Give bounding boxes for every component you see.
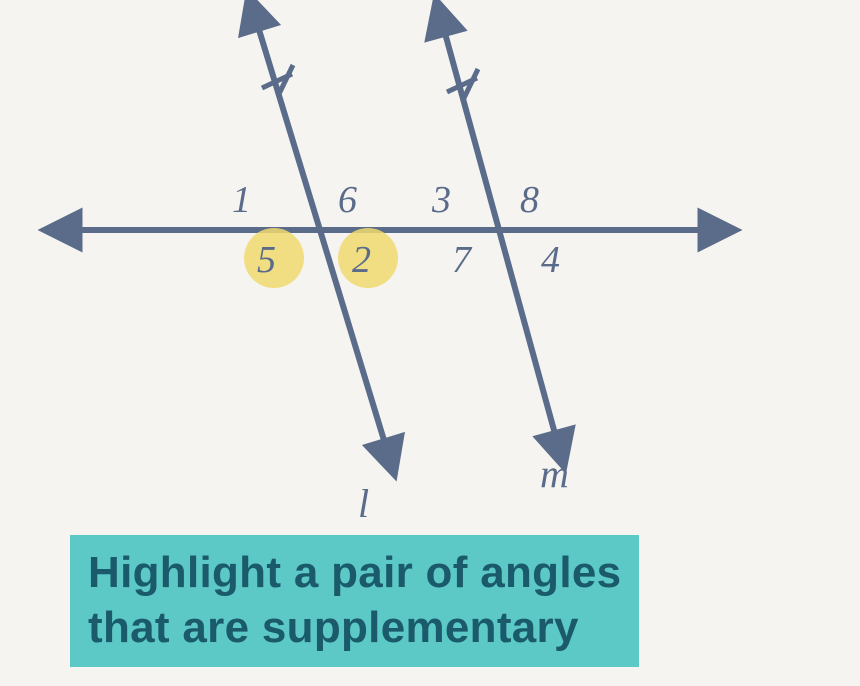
tick-m <box>447 69 478 100</box>
caption-box: Highlight a pair of angles that are supp… <box>70 535 639 667</box>
diagram-container: 1 6 3 8 5 2 7 4 l m <box>0 0 860 530</box>
angle-1: 1 <box>232 178 251 222</box>
line-label-l: l <box>358 480 369 527</box>
angle-3: 3 <box>432 178 451 222</box>
angle-2: 2 <box>352 238 371 282</box>
geometry-svg <box>0 0 860 530</box>
caption-line-2: that are supplementary <box>88 600 621 655</box>
angle-8: 8 <box>520 178 539 222</box>
angle-4: 4 <box>541 238 560 282</box>
angle-7: 7 <box>452 238 471 282</box>
line-label-m: m <box>540 450 569 497</box>
caption-line-1: Highlight a pair of angles <box>88 545 621 600</box>
line-m <box>440 15 560 452</box>
angle-5: 5 <box>257 238 276 282</box>
tick-l <box>262 65 293 96</box>
angle-6: 6 <box>338 178 357 222</box>
